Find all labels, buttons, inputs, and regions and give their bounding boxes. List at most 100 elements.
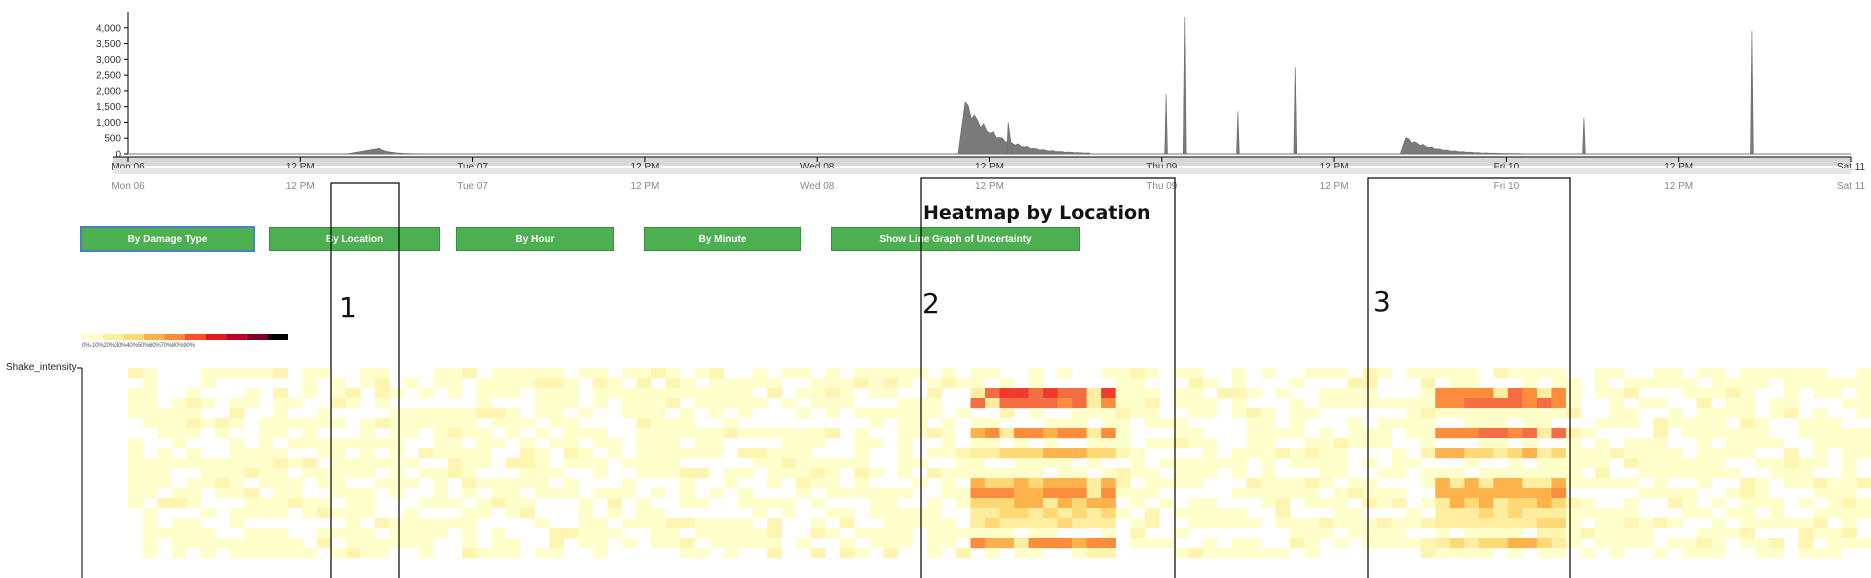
heatmap-cell	[1841, 448, 1857, 459]
heatmap-cell	[897, 528, 913, 539]
heatmap-cell	[810, 478, 826, 489]
heatmap-cell	[1493, 388, 1509, 399]
heatmap-cell	[1260, 418, 1276, 429]
heatmap-cell	[1740, 488, 1756, 499]
heatmap-cell	[868, 368, 884, 379]
heatmap-cell	[200, 418, 216, 429]
heatmap-cell	[694, 388, 710, 399]
heatmap-cell	[984, 398, 1000, 409]
heatmap-cell	[563, 378, 579, 389]
heatmap-cell	[374, 378, 390, 389]
heatmap-cell	[1173, 418, 1189, 429]
heatmap-cell	[1377, 528, 1392, 539]
heatmap-cell	[1624, 458, 1639, 469]
heatmap-cell	[331, 548, 347, 559]
heatmap-cell	[694, 528, 710, 539]
heatmap-cell	[1812, 428, 1828, 439]
heatmap-cell	[1290, 408, 1305, 419]
heatmap-cell	[1348, 528, 1363, 539]
by-damage-type-button[interactable]: By Damage Type	[80, 226, 255, 252]
heatmap-cell	[592, 518, 608, 529]
heatmap-cell	[1580, 448, 1596, 459]
heatmap-cell	[1319, 448, 1334, 459]
heatmap-cell	[1362, 378, 1378, 389]
heatmap-cell	[1362, 478, 1378, 489]
heatmap-cell	[1522, 538, 1538, 549]
brush-track[interactable]	[113, 168, 1851, 174]
heatmap-cell	[1202, 448, 1218, 459]
heatmap-cell	[1449, 548, 1465, 559]
heatmap-cell	[984, 438, 1000, 449]
heatmap-cell	[578, 538, 594, 549]
heatmap-cell	[1101, 478, 1117, 489]
heatmap-cell	[345, 388, 361, 399]
heatmap-cell	[1841, 528, 1857, 539]
legend-swatch	[164, 334, 185, 340]
heatmap-cell	[1682, 458, 1697, 469]
heatmap-cell	[941, 528, 957, 539]
annotation-box	[1367, 177, 1571, 578]
heatmap-cell	[1319, 478, 1334, 489]
by-location-button[interactable]: By Location	[269, 227, 440, 251]
heatmap-cell	[970, 508, 986, 519]
heatmap-cell	[1043, 498, 1058, 509]
heatmap-cell	[549, 408, 565, 419]
area-burst	[1164, 93, 1168, 155]
heatmap-cell	[563, 388, 579, 399]
by-hour-button[interactable]: By Hour	[456, 227, 614, 251]
heatmap-cell	[621, 408, 637, 419]
heatmap-cell	[389, 438, 405, 449]
heatmap-cell	[1725, 488, 1741, 499]
heatmap-cell	[796, 468, 811, 479]
heatmap-cell	[418, 498, 434, 509]
heatmap-cell	[476, 548, 492, 559]
heatmap-cell	[244, 528, 260, 539]
heatmap-cell	[868, 498, 884, 509]
heatmap-cell	[665, 528, 681, 539]
heatmap-cell	[941, 518, 957, 529]
heatmap-cell	[491, 438, 506, 449]
heatmap-cell	[1420, 538, 1436, 549]
brush-x-axis[interactable]: Mon 06 12 PM Tue 07 12 PM Wed 08 12 PM Thu 09 1…	[111, 168, 1866, 192]
heatmap-cell	[1798, 378, 1814, 389]
heatmap-cell	[186, 498, 201, 509]
heatmap-cell	[1754, 518, 1770, 529]
by-minute-button[interactable]: By Minute	[644, 227, 801, 251]
heatmap-cell	[1101, 468, 1117, 479]
heatmap-cell	[1740, 408, 1756, 419]
heatmap-cell	[287, 438, 303, 449]
heatmap-cell	[1406, 458, 1422, 469]
heatmap-cell	[1377, 488, 1392, 499]
heatmap-cell	[1246, 478, 1262, 489]
event-count-area-chart: 05001,0001,5002,0002,5003,0003,5004,000 …	[96, 12, 1866, 192]
heatmap-cell	[389, 468, 405, 479]
heatmap-cell	[534, 408, 550, 419]
heatmap-cell	[679, 548, 695, 559]
show-uncertainty-graph-button[interactable]: Show Line Graph of Uncertainty	[831, 227, 1080, 251]
heatmap-cell	[578, 498, 594, 509]
heatmap-cell	[970, 478, 986, 489]
heatmap-cell	[883, 508, 899, 519]
heatmap-cell	[1580, 528, 1596, 539]
heatmap-cell	[1507, 538, 1523, 549]
heatmap-cell	[810, 428, 826, 439]
heatmap-cell	[1086, 428, 1102, 439]
heatmap-cell	[345, 438, 361, 449]
heatmap-cell	[316, 528, 332, 539]
heatmap-cell	[1478, 538, 1494, 549]
heatmap-cell	[244, 468, 260, 479]
heatmap-cell	[331, 468, 347, 479]
heatmap-cell	[1391, 448, 1407, 459]
brush-tick-label: 12 PM	[975, 181, 1004, 192]
heatmap-cell	[694, 438, 710, 449]
heatmap-cell	[941, 468, 957, 479]
heatmap-cell	[1507, 448, 1523, 459]
heatmap-cell	[433, 498, 448, 509]
heatmap-cell	[491, 408, 506, 419]
heatmap-cell	[1391, 538, 1407, 549]
heatmap-cell	[636, 418, 652, 429]
heatmap-cell	[1188, 428, 1204, 439]
heatmap-cell	[1014, 498, 1029, 509]
heatmap-cell	[316, 508, 332, 519]
heatmap-cell	[302, 508, 318, 519]
